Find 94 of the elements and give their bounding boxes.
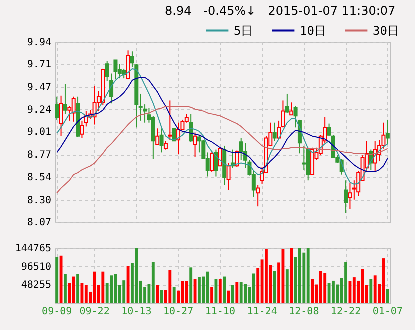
y-tick-label: 144765 — [15, 244, 52, 254]
text: 8.94 — [165, 4, 192, 18]
y-tick-label: 8.54 — [27, 172, 52, 184]
candlestick — [126, 50, 130, 80]
y-tick-label: 96510 — [21, 262, 52, 273]
x-tick-label: 12-08 — [289, 306, 320, 318]
candlestick — [59, 95, 64, 137]
candlestick — [214, 149, 218, 178]
bar — [152, 262, 155, 303]
x-tick-label: 01-07 — [372, 306, 403, 318]
bar — [168, 270, 172, 303]
candlestick — [72, 96, 76, 122]
bar — [298, 248, 302, 303]
candlestick — [210, 152, 214, 172]
x-tick-label: 11-24 — [247, 306, 278, 318]
legend-label: 5日 — [234, 24, 254, 38]
bar — [273, 271, 276, 303]
bar — [110, 276, 113, 303]
bar — [265, 249, 268, 303]
candlestick — [285, 93, 290, 114]
bar — [198, 277, 201, 303]
bar — [122, 280, 126, 303]
bar — [206, 272, 210, 303]
x-tick-label: 09-22 — [80, 306, 110, 318]
bar — [172, 287, 176, 303]
bar — [210, 287, 214, 303]
bar — [311, 279, 314, 303]
x-tick-label: 12-22 — [330, 306, 362, 318]
bar — [290, 248, 294, 303]
candlestick — [272, 122, 277, 142]
y-tick-label: 9.01 — [27, 127, 52, 138]
x-tick-label: 09-09 — [42, 306, 72, 318]
bar — [319, 271, 322, 303]
candlestick — [114, 60, 118, 80]
y-tick-label: 9.24 — [27, 104, 52, 116]
y-tick-label: 9.47 — [27, 82, 52, 94]
line-series — [56, 77, 388, 172]
candlestick — [386, 119, 390, 145]
candlestick — [80, 120, 84, 139]
candlestick — [168, 100, 172, 141]
x-tick-label: 10-13 — [122, 306, 152, 318]
line-series — [56, 106, 388, 194]
bar — [84, 285, 88, 303]
bar — [374, 276, 377, 303]
candlestick — [63, 84, 68, 115]
bar — [244, 284, 247, 303]
x-tick-label: 11-10 — [205, 306, 236, 318]
legend-label: 10日 — [300, 24, 326, 38]
y-tick-label: 48255 — [21, 280, 52, 292]
bar — [72, 276, 76, 303]
bar — [232, 285, 234, 303]
bar — [236, 282, 239, 303]
y-tick-label: 9.71 — [27, 60, 52, 71]
bar — [370, 279, 373, 303]
bar — [76, 274, 80, 303]
bar — [324, 272, 327, 303]
bar — [56, 257, 59, 303]
text: 2015-01-07 11:30:07 — [268, 4, 396, 18]
bar — [386, 289, 390, 303]
y-tick-label: 8.07 — [27, 218, 52, 228]
candlestick — [160, 128, 164, 154]
candlestick — [151, 116, 156, 160]
bar — [306, 248, 310, 303]
y-tick-label: 8.77 — [27, 150, 52, 162]
candlestick — [226, 162, 231, 191]
y-tick-label: 9.94 — [27, 38, 52, 48]
text: -0.45%↓ — [204, 4, 256, 18]
candlestick — [348, 182, 352, 210]
bar — [240, 282, 243, 303]
bar — [218, 279, 222, 303]
bar — [223, 276, 226, 303]
candlestick — [344, 180, 348, 214]
bar — [332, 280, 335, 303]
legend-label: 30日 — [373, 24, 400, 38]
bar — [344, 262, 348, 303]
candlestick — [193, 132, 198, 158]
bar — [102, 272, 105, 303]
y-tick-label: 8.30 — [27, 195, 52, 206]
candlestick — [256, 184, 260, 208]
candlestick — [290, 102, 294, 116]
candlestick — [118, 64, 122, 80]
bar — [156, 285, 160, 303]
bar — [286, 270, 289, 303]
bar — [185, 281, 188, 303]
bar — [352, 278, 356, 303]
x-tick-label: 10-27 — [163, 306, 194, 318]
bar — [190, 268, 193, 303]
bar — [64, 274, 67, 303]
candlestick — [156, 128, 160, 146]
bar — [252, 274, 256, 303]
candlestick — [55, 96, 60, 120]
candlestick — [172, 128, 176, 142]
candlestick — [138, 93, 143, 122]
bar — [302, 252, 306, 303]
